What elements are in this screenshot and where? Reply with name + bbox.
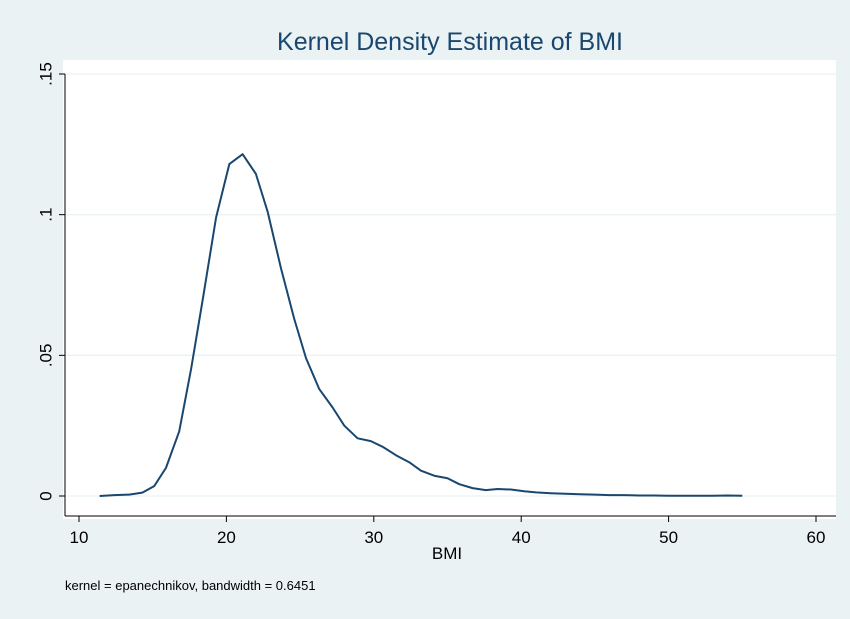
chart-title: Kernel Density Estimate of BMI: [277, 28, 623, 56]
x-tick-label-1: 20: [217, 528, 236, 547]
x-axis: 10 20 30 40 50 60: [65, 515, 836, 547]
y-tick-label-3: .15: [37, 62, 56, 86]
x-axis-label: BMI: [432, 544, 462, 563]
plot-area: [63, 60, 836, 519]
x-tick-label-4: 50: [659, 528, 678, 547]
y-axis: 0 .05 .1 .15: [37, 62, 66, 516]
series-layer: [99, 153, 743, 497]
y-tick-label-0: 0: [37, 491, 56, 500]
x-tick-label-3: 40: [512, 528, 531, 547]
x-tick-label-5: 60: [807, 528, 826, 547]
x-tick-label-0: 10: [70, 528, 89, 547]
density-line-0: [99, 153, 743, 497]
x-tick-label-2: 30: [364, 528, 383, 547]
y-tick-label-2: .1: [37, 208, 56, 222]
y-tick-label-1: .05: [37, 344, 56, 368]
chart-note: kernel = epanechnikov, bandwidth = 0.645…: [65, 578, 316, 593]
